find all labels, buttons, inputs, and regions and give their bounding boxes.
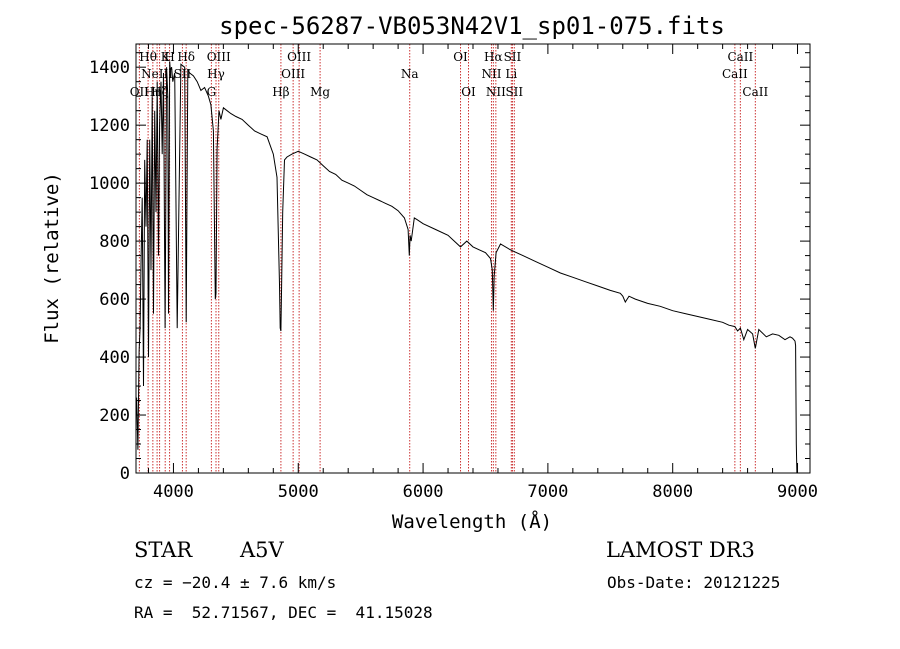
line-label: NeIII [141,67,173,81]
x-tick-label: 4000 [153,482,194,502]
y-tick-label: 1000 [89,174,130,194]
y-tick-label: 1200 [89,116,130,136]
line-label: OII [130,85,150,99]
x-tick-label: 7000 [527,482,568,502]
line-label: Hβ [272,85,289,99]
x-axis-label: Wavelength (Å) [392,510,552,533]
line-label: SII [505,85,523,99]
line-label: SII [504,50,522,64]
x-tick-label: 6000 [403,482,444,502]
line-label: Na [401,67,419,81]
line-label: OIII [207,50,231,64]
plot-frame [135,43,811,474]
y-axis: 0 200 400 600 800 1000 1200 1400 [89,52,810,484]
spectral-line-labels: OIIHθHηNeIIIHζKHSIIHδGHγOIIIHβOIIIOIIIMg… [130,50,769,99]
obs-date-text: Obs-Date: 20121225 [607,573,781,592]
line-label: CaII [722,67,748,81]
line-label: OIII [287,50,311,64]
y-tick-label: 0 [120,464,130,484]
line-label: H [164,50,174,64]
line-label: CaII [742,85,768,99]
x-tick-label: 5000 [278,482,319,502]
line-label: Mg [310,85,330,99]
line-label: Hγ [207,67,225,81]
line-label: Li [505,67,517,81]
survey-name: LAMOST DR3 [606,538,755,562]
y-tick-label: 1400 [89,58,130,78]
line-label: NII [486,85,506,99]
line-label: Hζ [151,85,168,99]
line-label: OI [453,50,468,64]
x-axis: 4000 5000 6000 7000 8000 9000 [147,44,818,502]
line-label: K [161,50,171,64]
x-tick-label: 8000 [652,482,693,502]
object-subclass: A5V [240,538,284,562]
object-class: STAR [134,538,193,562]
y-tick-label: 600 [99,290,130,310]
line-label: OIII [281,67,305,81]
chart-title: spec-56287-VB053N42V1_sp01-075.fits [219,12,725,40]
line-label: Hα [484,50,503,64]
redshift-text: cz = −20.4 ± 7.6 km/s [134,573,337,592]
line-label: G [207,85,217,99]
line-label: Hθ [139,50,157,64]
line-label: OI [461,85,476,99]
y-tick-label: 800 [99,232,130,252]
y-axis-label: Flux (relative) [41,172,63,344]
x-tick-label: 9000 [777,482,818,502]
coordinates-text: RA = 52.71567, DEC = 41.15028 [134,603,433,622]
spectrum-line [135,61,798,474]
y-tick-label: 200 [99,406,130,426]
line-label: CaII [727,50,753,64]
line-label: NII [481,67,501,81]
spectral-line-markers [138,44,756,473]
y-tick-label: 400 [99,348,130,368]
line-label: SII [174,67,192,81]
line-label: Hδ [177,50,195,64]
